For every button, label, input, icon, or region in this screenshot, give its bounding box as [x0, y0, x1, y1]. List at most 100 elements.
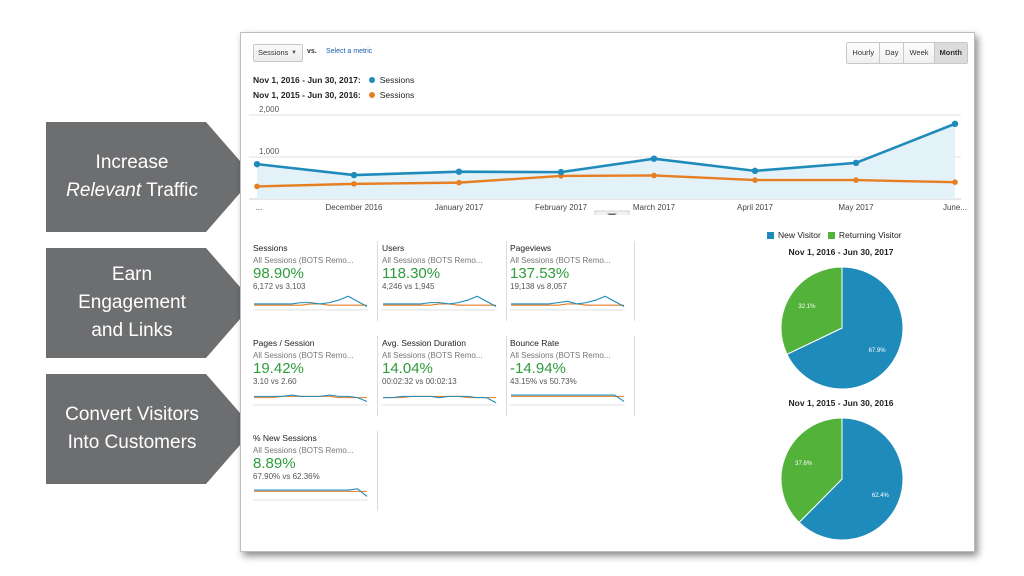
pie-slice-label: 32.1%: [798, 304, 816, 310]
callout-line: Into Customers: [67, 432, 197, 453]
metric-tile-sessions[interactable]: Sessions All Sessions (BOTS Remo... 98.9…: [251, 241, 378, 321]
sparkline-current: [383, 295, 497, 307]
metric-tile-users[interactable]: Users All Sessions (BOTS Remo... 118.30%…: [380, 241, 507, 321]
select-metric-link[interactable]: Select a metric: [326, 48, 373, 55]
x-tick-label: December 2016: [326, 203, 383, 212]
sparkline-current: [254, 488, 368, 497]
tile-comparison: 67.90% vs 62.36%: [253, 472, 320, 481]
tile-comparison: 6,172 vs 3,103: [253, 282, 306, 291]
tile-comparison: 19,138 vs 8,057: [510, 282, 567, 291]
metric-dropdown-value: Sessions: [258, 48, 289, 57]
metric-tile-bounce-rate[interactable]: Bounce Rate All Sessions (BOTS Remo... -…: [508, 336, 635, 416]
x-tick-label: ...: [256, 203, 263, 212]
tile-percent-change: 137.53%: [510, 265, 570, 282]
callout-arrow-shape: [46, 374, 254, 484]
sparkline-current: [254, 394, 368, 402]
callout-line: Earn: [111, 264, 153, 285]
chevron-down-icon: [607, 213, 617, 215]
sparkline: [253, 295, 368, 311]
tile-percent-change: -14.94%: [510, 360, 566, 377]
data-point-current: [852, 159, 860, 167]
y-tick-label: 1,000: [259, 147, 280, 156]
sparkline-previous: [511, 303, 624, 306]
data-point-previous: [351, 181, 357, 187]
pie-slice: [786, 266, 904, 390]
sparkline: [382, 395, 497, 406]
tile-comparison: 4,246 vs 1,945: [382, 282, 435, 291]
series-line-previous: [256, 174, 956, 188]
sparkline-previous: [254, 303, 367, 306]
sparkline-current: [511, 394, 625, 402]
legend-dot-icon: [368, 92, 375, 98]
tile-percent-change: 118.30%: [382, 265, 441, 282]
time-granularity-group: Hourly Day Week Month: [846, 42, 968, 64]
pie-title-current: Nov 1, 2016 - Jun 30, 2017: [788, 247, 894, 257]
tile-name: Sessions: [253, 243, 288, 253]
callout-text: Earn Engagement and Links: [46, 248, 218, 358]
pie-slice: [780, 417, 843, 524]
series-line-current: [256, 122, 956, 177]
tile-comparison: 3.10 vs 2.60: [253, 377, 297, 386]
metric-tile-pageviews[interactable]: Pageviews All Sessions (BOTS Remo... 137…: [508, 241, 635, 321]
metric-tile-pages-per-session[interactable]: Pages / Session All Sessions (BOTS Remo.…: [251, 336, 378, 416]
series-area-current: [257, 123, 955, 199]
legend-new-visitor: New Visitor: [778, 230, 821, 240]
legend-previous-period: Nov 1, 2015 - Jun 30, 2016: Sessions: [253, 90, 414, 100]
sparkline: [253, 394, 368, 406]
metric-tile-new-sessions[interactable]: % New Sessions All Sessions (BOTS Remo..…: [251, 431, 378, 511]
x-tick-label: February 2017: [535, 203, 588, 212]
metric-dropdown[interactable]: Sessions ▼: [253, 44, 303, 62]
legend-range: Nov 1, 2015 - Jun 30, 2016:: [253, 90, 361, 100]
pie-slice-label: 37.6%: [795, 461, 813, 467]
pie-chart-current: 67.9% 32.1%: [780, 266, 904, 390]
data-point-current: [455, 168, 463, 175]
x-tick-label: April 2017: [737, 203, 774, 212]
callout-text: Increase Relevant Traffic: [46, 122, 218, 232]
tile-segment: All Sessions (BOTS Remo...: [510, 256, 611, 265]
pie-legend: New Visitor Returning Visitor: [767, 230, 902, 240]
x-tick-label: June...: [943, 203, 967, 212]
x-tick-label: January 2017: [435, 203, 484, 212]
sparkline: [510, 394, 625, 406]
month-button[interactable]: Month: [933, 43, 967, 63]
tile-segment: All Sessions (BOTS Remo...: [382, 351, 483, 360]
hourly-button[interactable]: Hourly: [847, 43, 880, 63]
day-button[interactable]: Day: [879, 43, 904, 63]
callout-line: Convert Visitors: [65, 404, 199, 425]
pie-slice-label: 62.4%: [872, 493, 890, 499]
sparkline: [253, 488, 368, 501]
data-point-current: [751, 167, 759, 175]
pie-chart-previous: 62.4% 37.6%: [780, 417, 904, 541]
metric-tile-avg-session-duration[interactable]: Avg. Session Duration All Sessions (BOTS…: [380, 336, 507, 416]
legend-swatch-icon: [827, 232, 835, 239]
legend-swatch-icon: [767, 232, 774, 239]
callout-text: Convert Visitors Into Customers: [46, 374, 218, 484]
legend-range: Nov 1, 2016 - Jun 30, 2017:: [253, 75, 361, 85]
callout-line: and Links: [91, 320, 173, 341]
chart-scroll-handle: [594, 210, 630, 215]
callout-emphasis: Relevant: [66, 180, 142, 201]
tile-name: Avg. Session Duration: [382, 338, 466, 348]
callout-increase-traffic: Increase Relevant Traffic: [46, 122, 254, 232]
callout-earn-engagement: Earn Engagement and Links: [46, 248, 254, 358]
data-point-previous: [752, 177, 758, 183]
data-point-current: [650, 155, 658, 162]
tile-segment: All Sessions (BOTS Remo...: [510, 351, 611, 360]
legend-series: Sessions: [379, 90, 415, 100]
data-point-previous: [651, 172, 657, 179]
tile-name: Pages / Session: [253, 338, 315, 348]
sparkline: [510, 295, 625, 311]
tile-name: % New Sessions: [253, 433, 317, 443]
y-tick-label: 2,000: [259, 105, 280, 114]
tile-segment: All Sessions (BOTS Remo...: [382, 256, 483, 265]
tile-percent-change: 98.90%: [253, 265, 304, 282]
week-button[interactable]: Week: [903, 43, 934, 63]
callout-convert-visitors: Convert Visitors Into Customers: [46, 374, 254, 484]
data-point-previous: [456, 179, 462, 186]
tile-segment: All Sessions (BOTS Remo...: [253, 351, 354, 360]
data-point-current: [951, 120, 959, 128]
legend-dot-icon: [368, 77, 375, 83]
tile-name: Users: [382, 243, 405, 253]
sparkline-current: [383, 395, 497, 404]
